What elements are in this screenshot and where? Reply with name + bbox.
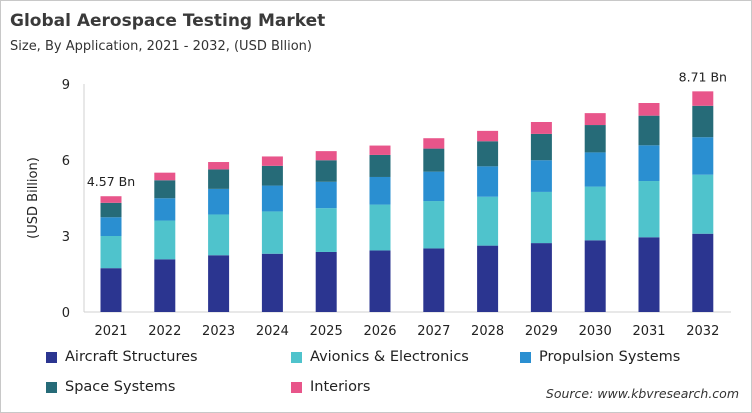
bar-segment (369, 204, 391, 251)
bar-segment (100, 196, 122, 203)
bar-segment (208, 255, 230, 312)
bar-segment (477, 166, 499, 197)
y-tick-label: 3 (62, 230, 70, 245)
bar-segment (208, 214, 230, 256)
bar-segment (692, 105, 714, 138)
bar-segment (154, 220, 176, 260)
x-tick-label: 2022 (148, 324, 181, 339)
bar-segment (638, 115, 660, 146)
bar-segment (261, 156, 283, 166)
legend-label: Propulsion Systems (539, 349, 681, 365)
bar-segment (100, 202, 122, 218)
legend-swatch (520, 351, 531, 363)
x-tick-label: 2027 (417, 324, 450, 339)
bar-segment (261, 165, 283, 186)
bar-segment (477, 130, 499, 142)
bar-segment (208, 188, 230, 215)
bar-segment (154, 198, 176, 221)
bar-segment (315, 151, 337, 161)
x-tick-label: 2024 (256, 324, 289, 339)
x-tick-label: 2030 (579, 324, 612, 339)
bar-segment (692, 137, 714, 175)
bar-segment (154, 259, 176, 312)
bar-segment (477, 141, 499, 167)
bar-segment (692, 174, 714, 234)
y-tick-label: 0 (62, 306, 70, 321)
bar-segment (584, 186, 606, 241)
bar-segment (530, 133, 552, 161)
x-tick-label: 2026 (363, 324, 396, 339)
bar-segment (584, 113, 606, 126)
x-tick-label: 2023 (202, 324, 235, 339)
bar-segment (530, 160, 552, 192)
bar-segment (477, 196, 499, 246)
legend-label: Avionics & Electronics (310, 349, 469, 365)
x-tick-label: 2021 (94, 324, 127, 339)
legend-swatch (291, 351, 302, 363)
bar-segment (100, 236, 122, 269)
bar-segment (369, 250, 391, 312)
bar-segment (638, 237, 660, 312)
legend-label: Space Systems (65, 379, 176, 395)
legend-swatch (46, 381, 57, 393)
bar-segment (261, 211, 283, 254)
legend-item-space-systems: Space Systems (46, 379, 175, 395)
chart-subtitle: Size, By Application, 2021 - 2032, (USD … (10, 39, 312, 54)
bar-segment (423, 171, 445, 202)
legend-item-avionics-electronics: Avionics & Electronics (291, 349, 469, 365)
legend-label: Aircraft Structures (65, 349, 198, 365)
y-tick-label: 9 (62, 78, 70, 93)
legend-swatch (46, 351, 57, 363)
bar-segment (530, 122, 552, 134)
legend-item-propulsion-systems: Propulsion Systems (520, 349, 680, 365)
x-tick-label: 2028 (471, 324, 504, 339)
data-label: 4.57 Bn (87, 174, 135, 189)
bar-segment (369, 145, 391, 155)
y-axis-label: (USD Billion) (26, 157, 41, 239)
bar-segment (423, 248, 445, 312)
bar-segment (530, 243, 552, 312)
bar-segment (261, 253, 283, 312)
bar-segment (638, 103, 660, 116)
bar-segment (638, 181, 660, 238)
bar-segment (584, 125, 606, 153)
bar-segment (530, 191, 552, 244)
bar-segment (154, 180, 176, 199)
bar-segment (584, 152, 606, 187)
x-tick-label: 2032 (686, 324, 719, 339)
legend-label: Interiors (310, 379, 371, 395)
bar-segment (692, 233, 714, 312)
bar-segment (423, 201, 445, 249)
bar-segment (315, 181, 337, 209)
x-tick-label: 2025 (310, 324, 343, 339)
data-label: 8.71 Bn (679, 69, 727, 84)
legend-item-aircraft-structures: Aircraft Structures (46, 349, 198, 365)
bar-segment (477, 245, 499, 312)
legend-item-interiors: Interiors (291, 379, 370, 395)
source-note: Source: www.kbvresearch.com (545, 386, 739, 401)
bar-segment (584, 240, 606, 312)
y-tick-label: 6 (62, 154, 70, 169)
bar-segment (423, 138, 445, 149)
bar-segment (692, 91, 714, 106)
bar-segment (369, 154, 391, 177)
bar-segment (369, 176, 391, 205)
bar-segment (208, 169, 230, 189)
chart-title: Global Aerospace Testing Market (10, 11, 326, 31)
bar-segment (154, 172, 176, 181)
bar-segment (261, 185, 283, 212)
legend-swatch (291, 381, 302, 393)
bar-segment (208, 162, 230, 170)
bar-segment (100, 217, 122, 236)
bar-segment (315, 160, 337, 182)
bar-segment (100, 268, 122, 312)
bar-segment (315, 251, 337, 312)
bar-segment (423, 148, 445, 172)
bar-segment (315, 208, 337, 252)
x-tick-label: 2029 (525, 324, 558, 339)
x-tick-label: 2031 (632, 324, 665, 339)
bar-segment (638, 145, 660, 182)
